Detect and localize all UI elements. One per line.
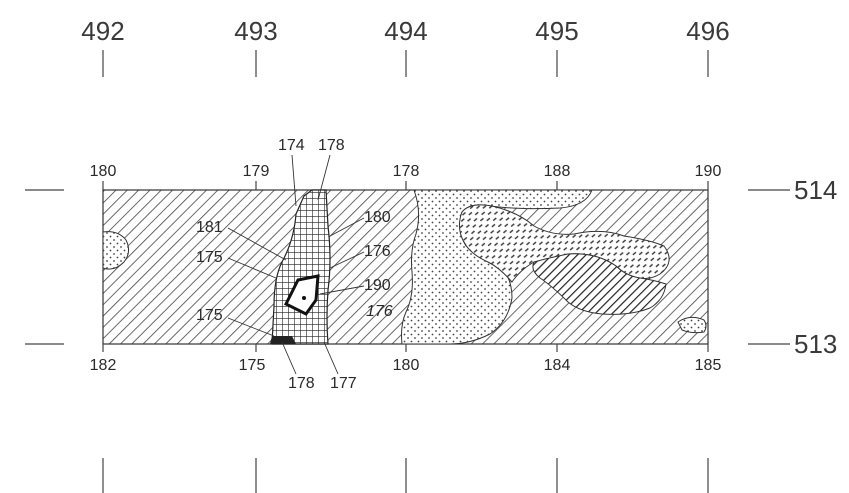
top-label-179: 179 — [243, 163, 270, 180]
bottom-grid-ticks — [102, 458, 709, 493]
white-core — [283, 274, 320, 316]
bottom-label-185: 185 — [695, 357, 722, 374]
top-grid-labels: 492 493 494 495 496 — [81, 16, 729, 46]
top-grid-ticks — [102, 50, 709, 77]
callout-190: 190 — [364, 277, 391, 294]
section-top-labels: 180 179 178 188 190 — [90, 163, 722, 190]
top-label-190: 190 — [695, 163, 722, 180]
callout-181: 181 — [196, 219, 223, 236]
callout-180-right: 180 — [364, 209, 391, 226]
grid-label-513: 513 — [794, 329, 837, 359]
bottom-label-175: 175 — [239, 357, 266, 374]
top-label-178: 178 — [393, 163, 420, 180]
top-label-180: 180 — [90, 163, 117, 180]
callout-176-right: 176 — [364, 243, 391, 260]
bottom-label-182: 182 — [90, 357, 117, 374]
callout-178-top: 178 — [318, 137, 345, 154]
solid-bottom-feature — [270, 336, 296, 344]
callout-174: 174 — [278, 137, 305, 154]
left-grid-ticks — [25, 189, 64, 345]
grid-label-496: 496 — [686, 16, 729, 46]
right-grid-labels: 514 513 — [748, 175, 837, 359]
top-label-188: 188 — [544, 163, 571, 180]
dense-hatch-zone — [532, 253, 667, 315]
section-body — [102, 189, 709, 345]
dotted-patch-right — [677, 316, 707, 334]
callout-176-italic: 176 — [366, 303, 393, 320]
grid-label-493: 493 — [234, 16, 277, 46]
section-bottom-labels: 182 175 180 184 185 — [90, 344, 722, 374]
grid-label-494: 494 — [384, 16, 427, 46]
callout-175-low: 175 — [196, 307, 223, 324]
bottom-label-184: 184 — [544, 357, 571, 374]
callout-177: 177 — [330, 375, 357, 392]
dotted-patch-left — [102, 231, 130, 270]
callouts: 174 178 181 175 180 176 190 176 175 178 … — [196, 137, 393, 392]
bottom-label-180: 180 — [393, 357, 420, 374]
grid-label-495: 495 — [535, 16, 578, 46]
grid-label-514: 514 — [794, 175, 837, 205]
callout-175-mid: 175 — [196, 249, 223, 266]
callout-178-bottom: 178 — [288, 375, 315, 392]
grid-label-492: 492 — [81, 16, 124, 46]
